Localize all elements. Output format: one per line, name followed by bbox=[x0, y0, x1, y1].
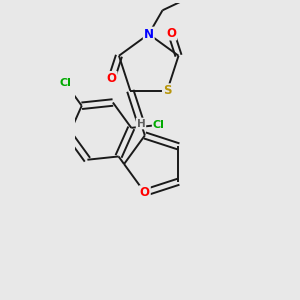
Text: Cl: Cl bbox=[153, 120, 165, 130]
Text: O: O bbox=[140, 186, 150, 199]
Text: Cl: Cl bbox=[60, 79, 71, 88]
Text: S: S bbox=[163, 84, 171, 97]
Text: H: H bbox=[136, 118, 146, 128]
Text: O: O bbox=[166, 27, 176, 40]
Text: O: O bbox=[106, 72, 117, 85]
Text: N: N bbox=[144, 28, 154, 40]
